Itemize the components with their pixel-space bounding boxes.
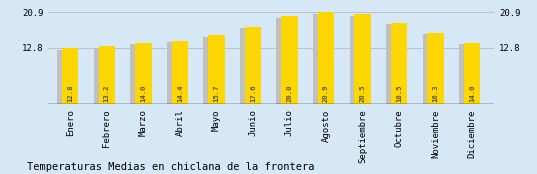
Bar — [172, 41, 188, 104]
Text: 14.0: 14.0 — [140, 85, 146, 102]
Bar — [62, 48, 78, 104]
Bar — [130, 44, 147, 104]
Text: 17.6: 17.6 — [250, 85, 256, 102]
Bar — [354, 14, 371, 104]
Bar — [391, 23, 407, 104]
Text: 20.9: 20.9 — [323, 85, 329, 102]
Bar — [386, 24, 403, 104]
Bar — [350, 16, 366, 104]
Text: 15.7: 15.7 — [213, 85, 220, 102]
Bar — [240, 28, 256, 104]
Text: 12.8: 12.8 — [67, 85, 73, 102]
Bar — [94, 48, 110, 104]
Bar — [464, 43, 480, 104]
Bar — [459, 44, 476, 104]
Bar — [167, 42, 183, 104]
Bar — [135, 43, 151, 104]
Text: 13.2: 13.2 — [104, 85, 110, 102]
Bar — [281, 16, 297, 104]
Text: Temperaturas Medias en chiclana de la frontera: Temperaturas Medias en chiclana de la fr… — [27, 162, 314, 172]
Bar — [427, 33, 444, 104]
Text: 14.4: 14.4 — [177, 85, 183, 102]
Text: 20.0: 20.0 — [286, 85, 293, 102]
Bar — [277, 18, 293, 104]
Bar — [318, 12, 334, 104]
Text: 16.3: 16.3 — [433, 85, 439, 102]
Bar — [423, 34, 439, 104]
Bar — [204, 37, 220, 104]
Bar — [57, 50, 74, 104]
Bar — [245, 27, 261, 104]
Text: 14.0: 14.0 — [469, 85, 475, 102]
Bar — [208, 35, 224, 104]
Bar — [313, 14, 330, 104]
Text: 18.5: 18.5 — [396, 85, 402, 102]
Text: 20.5: 20.5 — [359, 85, 366, 102]
Bar — [99, 46, 115, 104]
